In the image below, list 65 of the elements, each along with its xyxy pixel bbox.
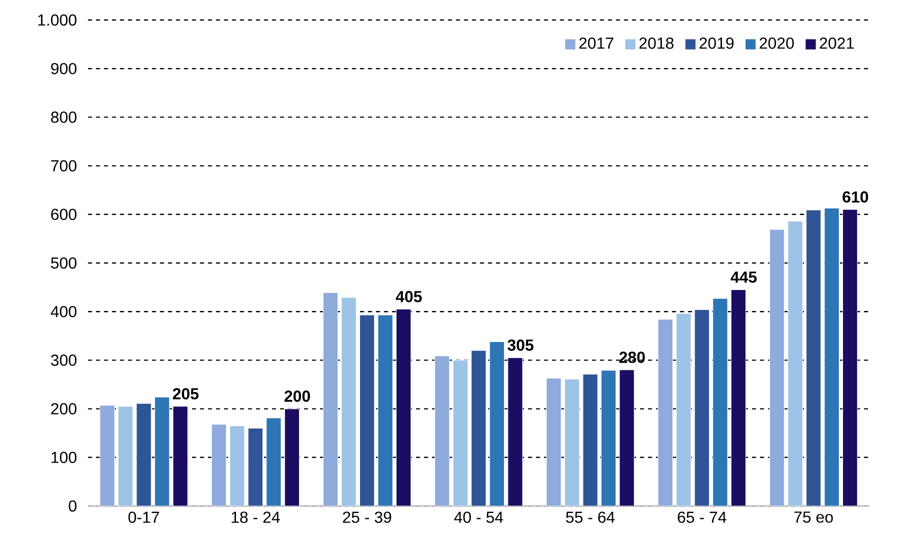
x-tick-label: 18 - 24 [232, 512, 280, 523]
bar [154, 396, 170, 506]
y-tick-label: 100 [52, 452, 76, 464]
y-tick-label: 800 [51, 112, 76, 123]
bar [582, 374, 598, 506]
bar [842, 209, 858, 506]
bar [676, 313, 692, 506]
bar [230, 426, 245, 506]
bar [266, 418, 282, 506]
bar [378, 314, 393, 506]
legend-label: 2021 [820, 38, 854, 49]
bar [211, 424, 227, 506]
data-label: 200 [284, 390, 310, 402]
bar [341, 297, 356, 506]
bar [694, 309, 710, 506]
x-tick-label: 25 - 39 [342, 512, 392, 523]
legend-label: 2020 [760, 38, 794, 49]
y-tick-label: 300 [50, 354, 76, 366]
bar [359, 314, 375, 506]
y-tick-label: 0 [68, 500, 76, 512]
bar [788, 220, 803, 506]
bar [396, 308, 412, 506]
data-label: 405 [396, 290, 422, 302]
y-tick-label: 1.000 [38, 14, 76, 26]
legend-label: 2019 [700, 38, 734, 49]
bar [600, 370, 616, 506]
data-label: 610 [842, 191, 868, 203]
bar [824, 208, 840, 506]
y-tick-label: 700 [51, 160, 76, 172]
x-tick-label: 0-17 [128, 512, 160, 523]
data-label: 280 [619, 352, 645, 363]
data-label: 205 [172, 388, 199, 400]
x-tick-label: 65 - 74 [678, 512, 726, 523]
y-tick-label: 400 [50, 306, 76, 318]
bar [471, 350, 486, 506]
bar [118, 406, 134, 506]
legend-label: 2017 [579, 38, 614, 49]
bar [769, 229, 785, 506]
y-tick-label: 200 [51, 403, 76, 414]
bar [322, 292, 338, 506]
bar [172, 406, 188, 506]
y-tick-label: 500 [51, 257, 76, 269]
bar [489, 341, 505, 506]
bar [712, 298, 728, 506]
bar [100, 405, 115, 506]
bar [508, 358, 523, 506]
bar [434, 356, 450, 506]
bar [806, 210, 822, 506]
bar [284, 408, 300, 506]
x-tick-label: 75 eo [794, 512, 833, 523]
y-tick-label: 600 [51, 208, 76, 220]
bar [619, 370, 634, 506]
legend-label: 2018 [639, 38, 674, 49]
data-label: 445 [730, 272, 757, 283]
bar [658, 319, 673, 506]
bar [730, 289, 746, 506]
bar [248, 428, 264, 506]
bar [136, 403, 152, 506]
bar [564, 378, 580, 506]
x-tick-label: 55 - 64 [566, 512, 615, 523]
y-tick-label: 900 [51, 62, 76, 74]
bar [546, 378, 562, 506]
data-label: 305 [508, 339, 534, 351]
bar [452, 360, 468, 506]
x-tick-label: 40 - 54 [454, 512, 504, 523]
